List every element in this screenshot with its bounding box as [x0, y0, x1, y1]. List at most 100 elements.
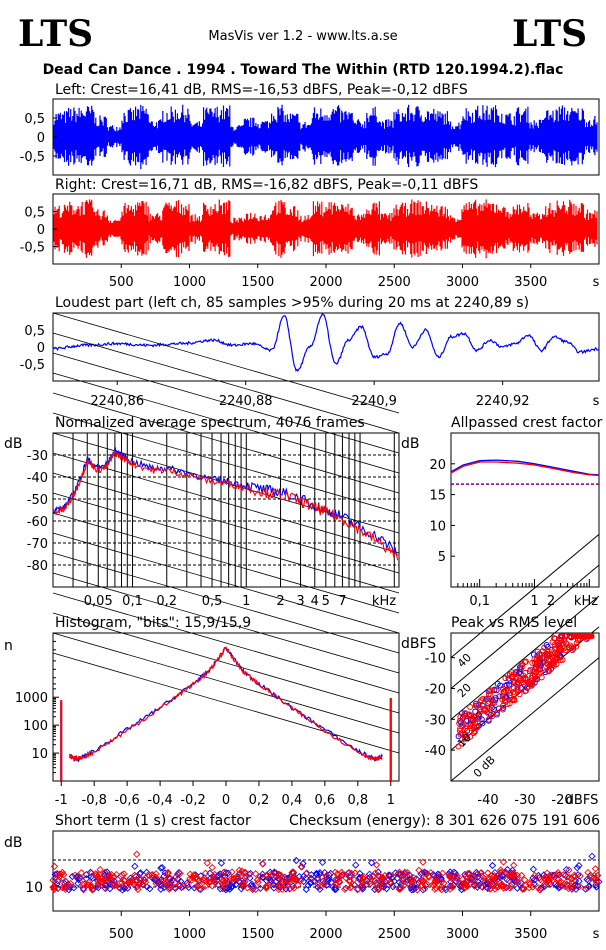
logo-left: LTS	[18, 13, 93, 55]
spectrum-slope-line	[52, 632, 400, 734]
allpass-frame	[450, 432, 600, 588]
allpass-title: Allpassed crest factor	[451, 415, 603, 431]
peak-rms-diagonal-label: 40	[455, 651, 474, 670]
peak-rms-ytick: -30	[425, 713, 446, 728]
allpass-xlabel: kHz	[574, 594, 598, 609]
spectrum-slope-line	[52, 572, 400, 674]
right-ytick: -0,5	[20, 241, 45, 256]
allpass-series-R	[450, 461, 600, 477]
spectrum-slope-line	[52, 332, 400, 434]
peak-rms-diagonal	[450, 564, 600, 689]
spectrum-slope-line	[52, 512, 400, 614]
spectrum-slope-line	[52, 392, 400, 494]
loudest-ytick: 0	[37, 341, 45, 356]
loudest-title: Loudest part (left ch, 85 samples >95% d…	[55, 295, 529, 311]
spectrum-slope-line	[52, 452, 400, 554]
spectrum-slope-line	[52, 352, 400, 454]
app-title: MasVis ver 1.2 - www.lts.a.se	[208, 29, 397, 44]
loudest-xtick: 2240,92	[476, 394, 530, 409]
histogram-xtick: -0,8	[82, 793, 107, 808]
loudest-ytick: -0,5	[20, 358, 45, 373]
peak-rms-xtick: -20	[551, 793, 572, 808]
short-crest-ytick: 10	[25, 880, 43, 896]
left-ytick: 0,5	[24, 112, 45, 127]
left-title: Left: Crest=16,41 dB, RMS=-16,53 dBFS, P…	[55, 82, 468, 98]
spectrum-xtick: 0,2	[156, 594, 177, 609]
histogram-xtick: -1	[55, 793, 68, 808]
loudest-xtick: 2240,88	[219, 394, 273, 409]
short-crest-points-R	[49, 850, 602, 894]
spectrum-slope-line	[52, 592, 400, 694]
spectrum-ytick: -70	[27, 537, 48, 552]
spectrum-slope-line	[52, 492, 400, 594]
histogram-xtick: 0,2	[249, 793, 270, 808]
peak-rms-diagonal	[450, 533, 600, 659]
right-xtick: 1000	[173, 275, 206, 290]
allpass-ytick: 5	[438, 550, 446, 565]
spectrum-xtick: 0,05	[84, 594, 113, 609]
spectrum-xtick: 0,1	[122, 594, 143, 609]
peak-rms-title: Peak vs RMS level	[451, 615, 577, 631]
peak-rms-ytick: -20	[425, 683, 446, 698]
spectrum-slope-line	[52, 372, 400, 474]
spectrum-title: Normalized average spectrum, 4076 frames	[55, 415, 365, 431]
left-ytick: 0	[37, 131, 45, 146]
spectrum-slope-line	[52, 412, 400, 514]
allpass-xtick: 2	[547, 594, 555, 609]
peak-rms-ytick: -10	[425, 652, 446, 667]
histogram-series-R	[68, 647, 383, 762]
spectrum-xtick: 7	[338, 594, 346, 609]
spectrum-slope-line	[52, 312, 400, 414]
histogram-ytick: 1000	[15, 691, 48, 706]
spectrum-slope-line	[52, 472, 400, 574]
logo-right: LTS	[512, 13, 587, 55]
allpass-series-L	[450, 459, 600, 476]
histogram-xtick: -0,2	[180, 793, 205, 808]
right-xtick: 3000	[446, 275, 479, 290]
allpass-ytick: 15	[429, 489, 446, 504]
spectrum-xtick: 5	[322, 594, 330, 609]
short-crest-ylabel: dB	[4, 835, 23, 851]
loudest-xtick: 2240,86	[90, 394, 144, 409]
short-crest-xtick: 500	[109, 927, 134, 942]
allpass-ytick: 20	[429, 458, 446, 473]
allpass-xtick: 0,1	[469, 594, 490, 609]
peak-rms-points-R	[455, 633, 595, 750]
spectrum-ytick: -80	[27, 559, 48, 574]
histogram-series-L	[69, 646, 383, 763]
peak-rms-diagonal	[450, 657, 600, 782]
peak-rms-xtick: -40	[477, 793, 498, 808]
spectrum-ytick: -40	[27, 471, 48, 486]
short-crest-xtick: 2000	[309, 927, 342, 942]
histogram-ytick: 10	[31, 747, 48, 762]
histogram-xtick: -0,6	[114, 793, 139, 808]
spectrum-xtick: 4	[311, 594, 319, 609]
spectrum-ytick: -50	[27, 493, 48, 508]
left-waveform	[53, 104, 598, 170]
histogram-xtick: 1	[387, 793, 395, 808]
right-ytick: 0	[37, 223, 45, 238]
spectrum-xtick: 3	[296, 594, 304, 609]
allpass-ytick: 10	[429, 519, 446, 534]
histogram-xtick: -0,4	[147, 793, 172, 808]
short-crest-title: Short term (1 s) crest factor	[55, 813, 251, 829]
peak-rms-ylabel: dBFS	[401, 636, 436, 652]
histogram-frame	[52, 632, 400, 782]
left-ytick: -0,5	[20, 150, 45, 165]
peak-rms-xtick: -30	[514, 793, 535, 808]
peak-rms-ytick: -40	[425, 744, 446, 759]
spectrum-slope-line	[52, 612, 400, 714]
histogram-ytick: 100	[23, 719, 48, 734]
peak-rms-xlabel: dBFS	[566, 793, 599, 808]
right-xtick: 500	[109, 275, 134, 290]
right-xtick: 3500	[514, 275, 547, 290]
allpass-ylabel: dB	[401, 436, 420, 452]
spectrum-frame	[52, 432, 400, 588]
peak-rms-diagonal	[450, 595, 600, 720]
histogram-title: Histogram, "bits": 15,9/15,9	[55, 615, 251, 631]
checksum-text: Checksum (energy): 8 301 626 075 191 606	[289, 813, 600, 829]
right-xunit: s	[593, 275, 600, 290]
short-crest-xunit: s	[593, 927, 600, 942]
short-crest-xtick: 1000	[173, 927, 206, 942]
